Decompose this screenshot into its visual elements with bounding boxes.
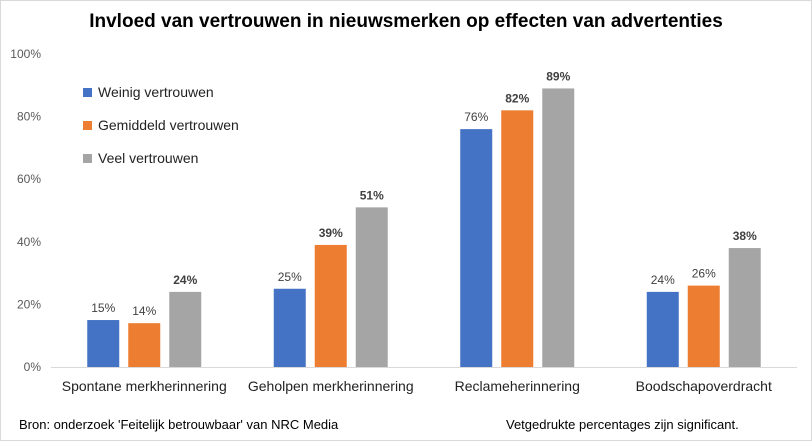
data-label: 76% bbox=[464, 110, 488, 124]
bar bbox=[646, 291, 679, 367]
data-label: 39% bbox=[319, 226, 343, 240]
bar bbox=[273, 288, 306, 367]
x-category-label: Geholpen merkherinnering bbox=[248, 378, 414, 394]
legend-label-gemiddeld: Gemiddeld vertrouwen bbox=[98, 117, 239, 133]
y-tick-label: 80% bbox=[17, 110, 41, 124]
bar bbox=[169, 291, 202, 367]
x-category-label: Spontane merkherinnering bbox=[62, 378, 227, 394]
y-tick-label: 100% bbox=[10, 47, 41, 61]
y-tick-label: 60% bbox=[17, 172, 41, 186]
legend-swatch-gemiddeld bbox=[83, 120, 92, 130]
chart-title: Invloed van vertrouwen in nieuwsmerken o… bbox=[89, 11, 723, 32]
bar bbox=[314, 244, 347, 367]
significance-note: Vetgedrukte percentages zijn significant… bbox=[506, 417, 739, 432]
bar bbox=[128, 323, 161, 367]
data-label: 24% bbox=[651, 273, 675, 287]
bar bbox=[542, 88, 575, 368]
data-label: 38% bbox=[733, 229, 757, 243]
data-label: 25% bbox=[278, 270, 302, 284]
bar bbox=[87, 320, 120, 367]
x-category-label: Boodschapoverdracht bbox=[636, 378, 772, 394]
bar bbox=[728, 248, 761, 367]
legend-label-veel: Veel vertrouwen bbox=[98, 150, 199, 166]
data-label: 24% bbox=[173, 273, 197, 287]
legend-swatch-veel bbox=[83, 153, 92, 163]
data-label: 26% bbox=[692, 267, 716, 281]
data-label: 15% bbox=[91, 301, 115, 315]
legend-item-weinig: Weinig vertrouwen bbox=[83, 81, 239, 103]
data-label: 89% bbox=[546, 69, 570, 83]
bar bbox=[460, 129, 493, 367]
data-label: 14% bbox=[132, 304, 156, 318]
y-tick-label: 20% bbox=[17, 297, 41, 311]
legend-label-weinig: Weinig vertrouwen bbox=[98, 84, 214, 100]
legend: Weinig vertrouwen Gemiddeld vertrouwen V… bbox=[83, 81, 239, 180]
bar bbox=[355, 207, 388, 367]
y-tick-label: 40% bbox=[17, 235, 41, 249]
bar bbox=[687, 285, 720, 367]
x-category-label: Reclameherinnering bbox=[455, 378, 580, 394]
legend-swatch-weinig bbox=[83, 87, 92, 97]
bar bbox=[501, 110, 534, 367]
legend-item-gemiddeld: Gemiddeld vertrouwen bbox=[83, 114, 239, 136]
legend-item-veel: Veel vertrouwen bbox=[83, 147, 239, 169]
data-label: 51% bbox=[360, 188, 384, 202]
data-label: 82% bbox=[505, 91, 529, 105]
y-tick-label: 0% bbox=[24, 360, 42, 374]
source-note: Bron: onderzoek 'Feitelijk betrouwbaar' … bbox=[19, 417, 339, 432]
